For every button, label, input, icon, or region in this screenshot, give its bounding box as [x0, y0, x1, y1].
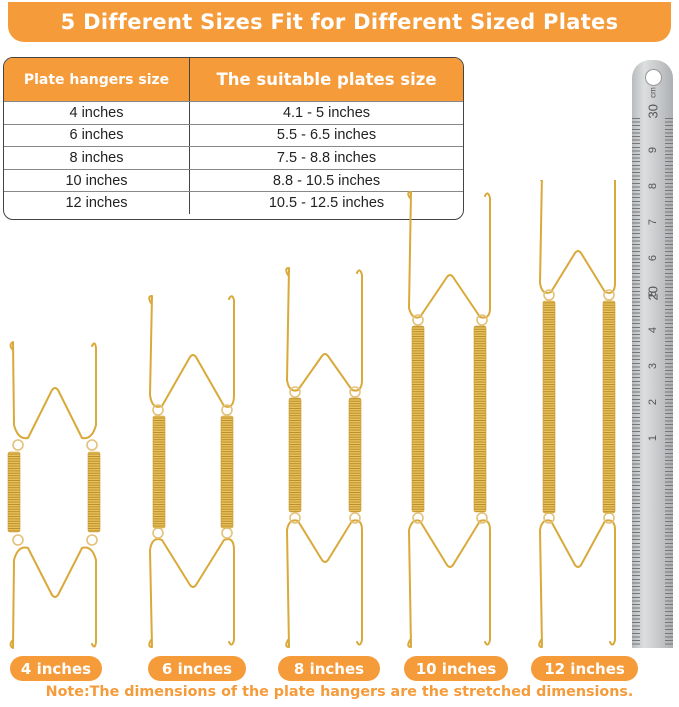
- ruler-label: 9: [647, 146, 659, 154]
- size-label-8-inch: 8 inches: [278, 656, 380, 681]
- table-header: Plate hangers size The suitable plates s…: [4, 58, 463, 101]
- size-table: Plate hangers size The suitable plates s…: [3, 57, 464, 220]
- table-row: 8 inches 7.5 - 8.8 inches: [4, 146, 463, 169]
- cell-plate-size: 10.5 - 12.5 inches: [268, 195, 385, 212]
- ruler-unit: cm: [648, 87, 658, 98]
- plate-hangers-illustration: [7, 180, 616, 649]
- cell-plate-size: 4.1 - 5 inches: [282, 104, 371, 121]
- hanger-4-inch: [9, 341, 97, 649]
- cell-hanger-size: 10 inches: [4, 169, 190, 192]
- size-label-10-inch: 10 inches: [404, 656, 508, 681]
- ruler-label: 2: [647, 398, 659, 406]
- cell-hanger-size: 6 inches: [4, 124, 190, 147]
- hanger-6-inch: [148, 295, 235, 648]
- dimension-note: Note:The dimensions of the plate hangers…: [45, 684, 634, 700]
- table-row: 10 inches 8.8 - 10.5 inches: [4, 168, 463, 192]
- ruler-label: 1: [647, 434, 659, 442]
- ruler-hang-hole: [645, 69, 662, 86]
- size-label-6-inch: 6 inches: [148, 656, 246, 681]
- steel-ruler: 30 cm 9 8 7 6 5 4 3 2 1 20: [632, 60, 673, 648]
- header-hanger-size: Plate hangers size: [4, 58, 190, 101]
- cell-plate-size: 7.5 - 8.8 inches: [276, 149, 377, 166]
- ruler-label: 6: [647, 254, 659, 262]
- hanger-12-inch: [538, 180, 616, 648]
- table-row: 6 inches 5.5 - 6.5 inches: [4, 123, 463, 147]
- ruler-label: 4: [647, 326, 659, 334]
- table-row: 4 inches 4.1 - 5 inches: [4, 101, 463, 124]
- title-text: 5 Different Sizes Fit for Different Size…: [60, 10, 619, 34]
- cell-hanger-size: 12 inches: [4, 192, 190, 214]
- title-banner: 5 Different Sizes Fit for Different Size…: [8, 2, 671, 42]
- table-row: 12 inches 10.5 - 12.5 inches: [4, 191, 463, 214]
- hanger-8-inch: [285, 267, 363, 648]
- header-plate-size: The suitable plates size: [216, 70, 437, 89]
- hanger-10-inch: [407, 191, 491, 648]
- ruler-ticks: [632, 118, 673, 646]
- cell-hanger-size: 4 inches: [4, 102, 190, 124]
- size-label-12-inch: 12 inches: [531, 656, 638, 681]
- ruler-label: 30: [645, 104, 661, 119]
- ruler-label: 3: [647, 362, 659, 370]
- ruler-label: 7: [647, 218, 659, 226]
- size-label-4-inch: 4 inches: [10, 656, 102, 681]
- cell-hanger-size: 8 inches: [4, 147, 190, 169]
- cell-plate-size: 5.5 - 6.5 inches: [276, 127, 377, 144]
- cell-plate-size: 8.8 - 10.5 inches: [272, 172, 381, 189]
- ruler-label: 20: [645, 286, 661, 301]
- ruler-label: 8: [647, 182, 659, 190]
